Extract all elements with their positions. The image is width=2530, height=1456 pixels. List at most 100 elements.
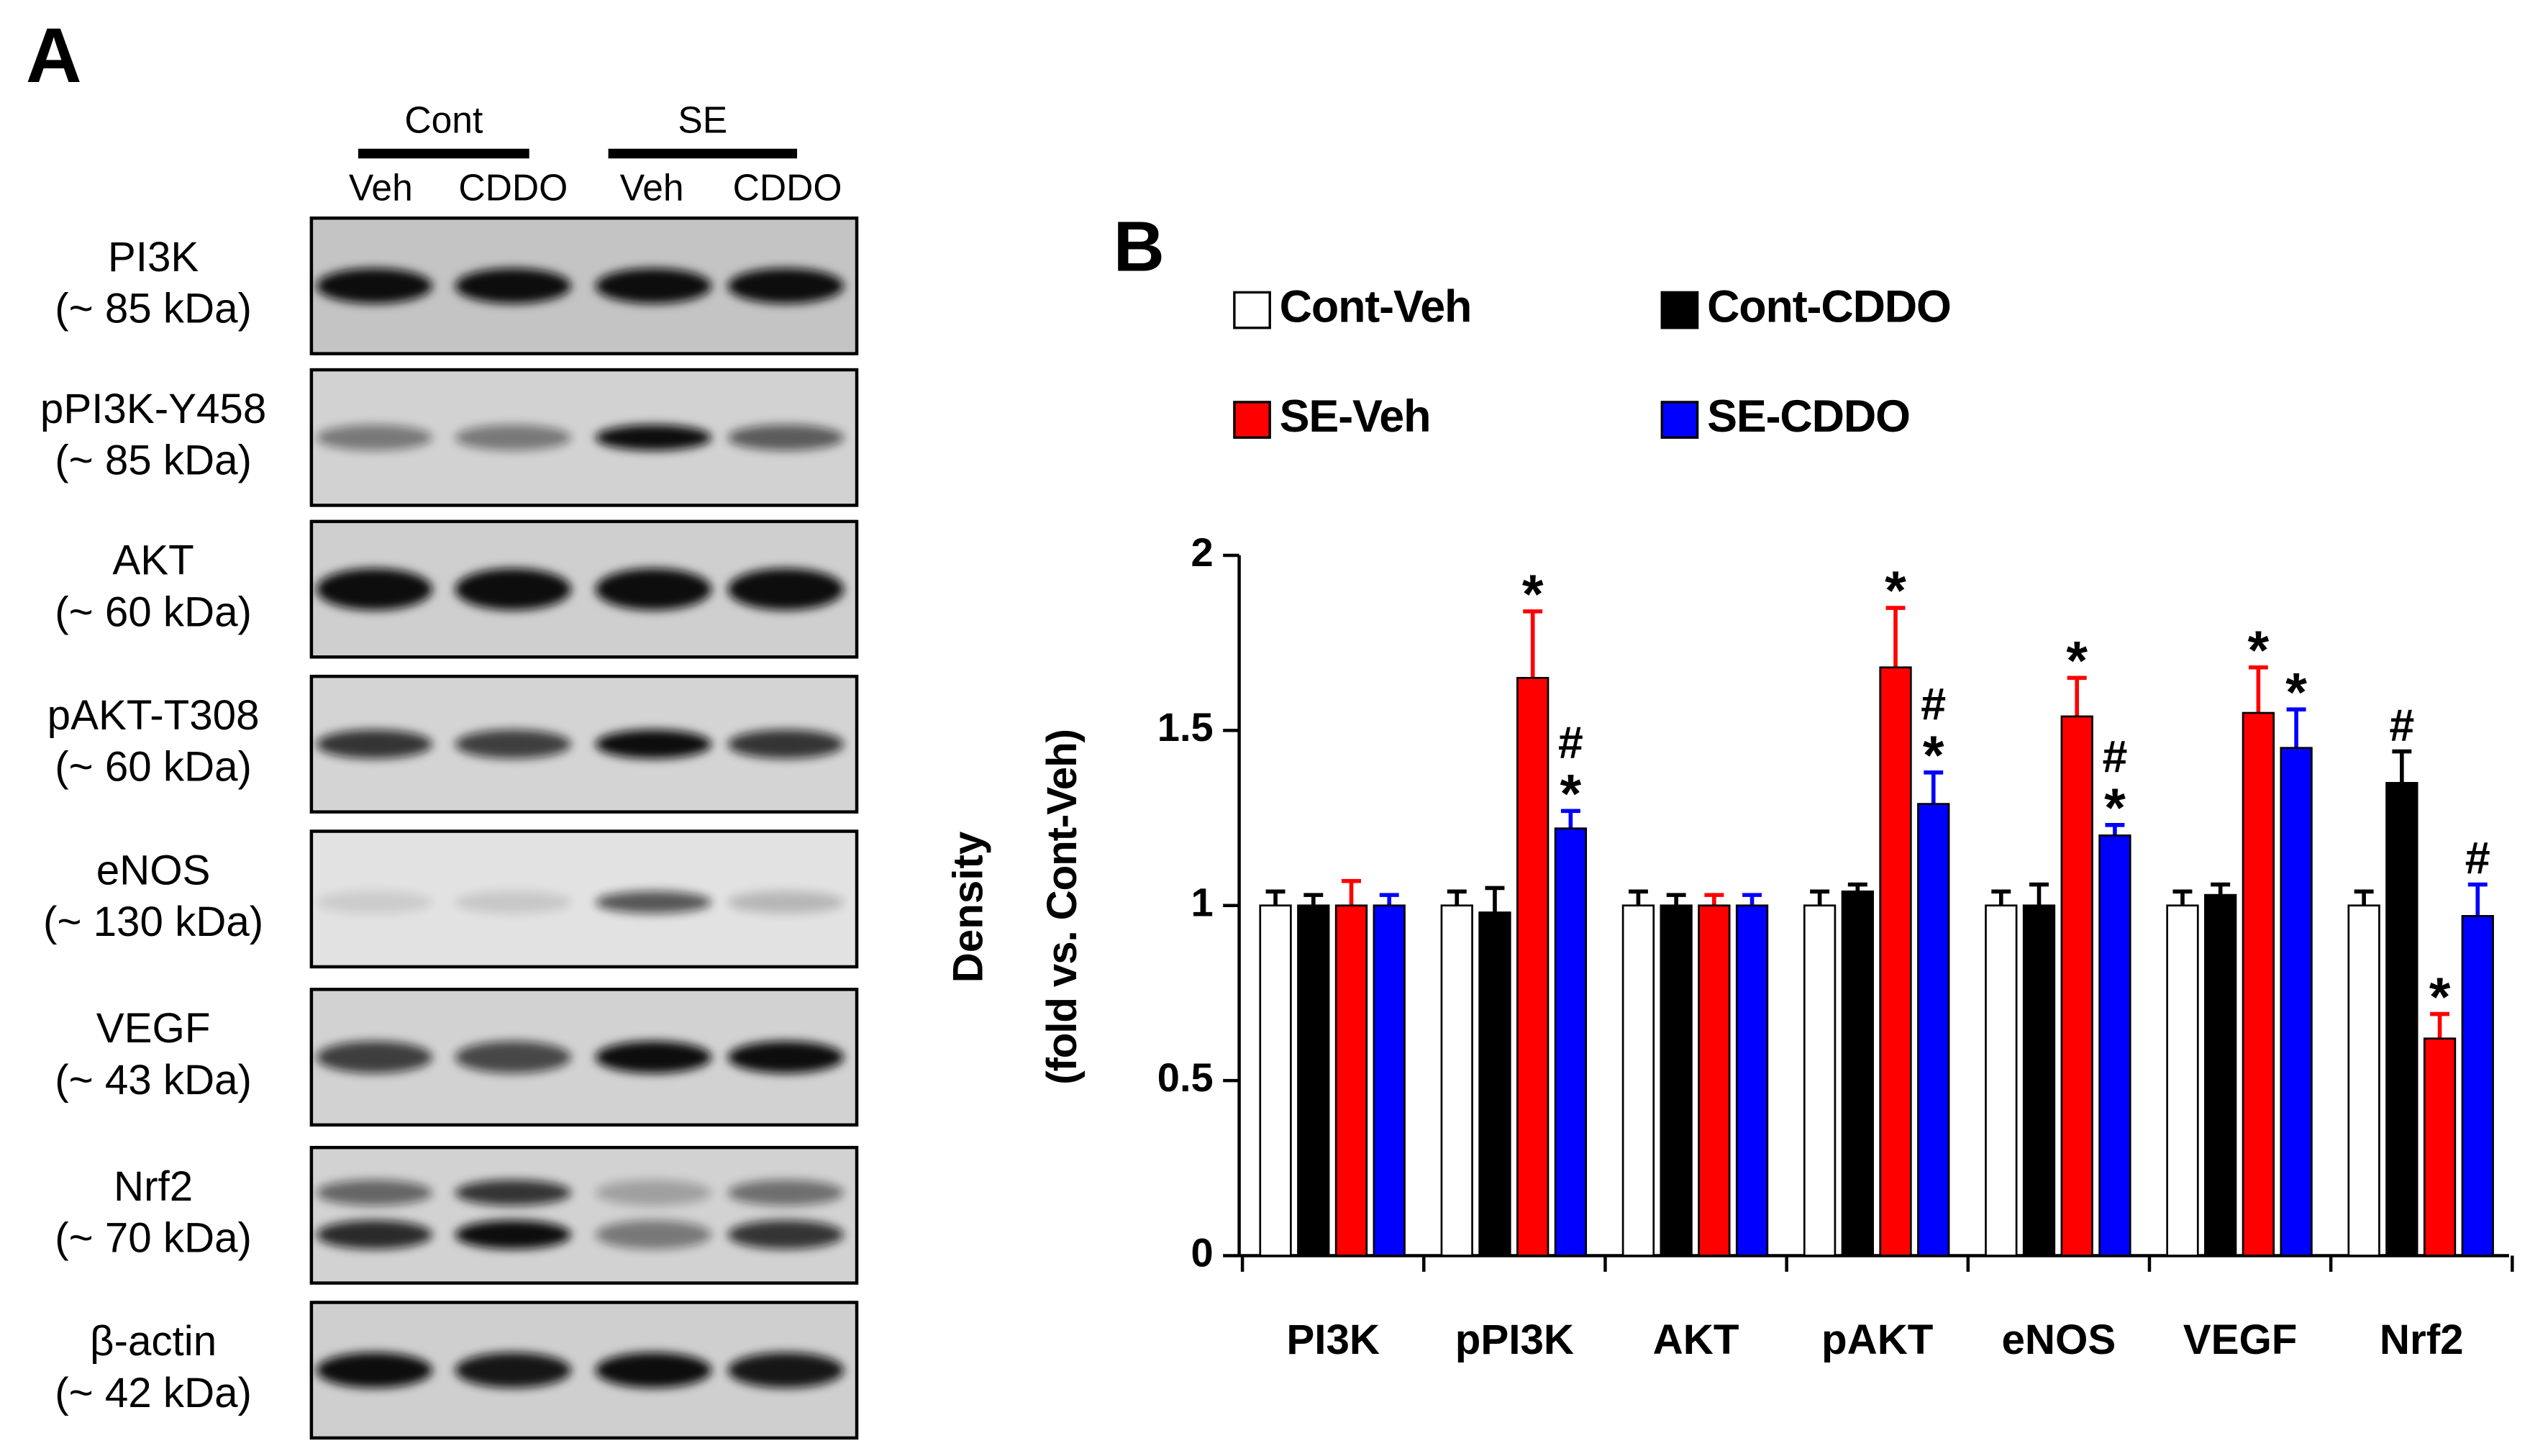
bar	[2242, 711, 2275, 1257]
blot-name: pPI3K-Y458	[40, 386, 266, 432]
panel-b: B Cont-Veh Cont-CDDO SE-Veh SE-CDDO 0 0.5 1 1.5 2…	[945, 206, 2514, 1363]
band	[595, 424, 712, 451]
blot-size: (~ 60 kDa)	[55, 588, 252, 635]
legend-label: SE-Veh	[1280, 391, 1431, 442]
band	[727, 1220, 845, 1250]
annotation: *	[1560, 764, 1582, 825]
band	[727, 1041, 845, 1073]
error-bar	[1265, 889, 1286, 906]
y-tick-label: 1	[1191, 880, 1214, 925]
annotation: *	[2248, 620, 2270, 681]
band	[455, 891, 572, 914]
band	[595, 568, 712, 611]
band	[595, 1180, 712, 1206]
band	[455, 729, 572, 759]
blot-name: AKT	[112, 537, 194, 584]
band	[595, 1220, 712, 1250]
legend-swatch	[1660, 401, 1699, 439]
bar	[2280, 747, 2313, 1257]
error-bar	[2029, 882, 2049, 906]
error-bar	[1742, 893, 1762, 906]
x-tick-label: eNOS	[2002, 1316, 2116, 1363]
band	[316, 424, 433, 451]
bar	[2461, 914, 2494, 1257]
band	[455, 268, 572, 304]
y-tick-label: 1.5	[1157, 704, 1214, 750]
bar	[1516, 677, 1550, 1257]
blot-size: (~ 43 kDa)	[55, 1057, 252, 1104]
legend-label: SE-CDDO	[1707, 391, 1910, 442]
band	[727, 1180, 845, 1206]
bar	[1660, 904, 1693, 1257]
y-tick-label: 2	[1191, 529, 1214, 575]
band	[595, 1041, 712, 1073]
error-bar	[2392, 749, 2412, 783]
bar	[2022, 904, 2056, 1257]
bar	[2423, 1037, 2457, 1257]
x-tick-label: PI3K	[1286, 1316, 1380, 1363]
bar	[2204, 893, 2237, 1257]
bar	[1621, 904, 1655, 1257]
bar	[1373, 904, 1406, 1257]
blot-size: (~ 70 kDa)	[55, 1215, 252, 1262]
error-bar	[2430, 1011, 2450, 1039]
lane-label: CDDO	[733, 167, 842, 209]
band	[316, 1220, 433, 1250]
bar	[1259, 904, 1292, 1257]
band	[455, 1041, 572, 1073]
annotation: #	[1558, 718, 1583, 768]
error-bar	[1810, 889, 1830, 906]
bar	[1917, 803, 1950, 1257]
bar	[1297, 904, 1330, 1257]
lane-label: Veh	[349, 167, 413, 209]
annotation: #	[1921, 680, 1946, 730]
bar	[2060, 715, 2093, 1257]
error-bar	[1303, 893, 1324, 906]
error-bar	[2105, 822, 2125, 836]
annotation: *	[2285, 662, 2307, 723]
legend-swatch	[1233, 291, 1271, 329]
band	[455, 1352, 572, 1388]
lane-label: CDDO	[458, 167, 568, 209]
band	[727, 1352, 845, 1388]
error-bar	[2286, 707, 2306, 748]
error-bar	[1523, 609, 1543, 678]
band	[595, 1352, 712, 1388]
blot	[309, 1145, 859, 1285]
y-axis-label: Density	[945, 831, 992, 983]
band	[455, 1180, 572, 1206]
blot-name: β-actin	[90, 1318, 217, 1365]
error-bar	[1447, 889, 1467, 906]
bar	[1334, 904, 1368, 1257]
panel-a: A Cont SE Veh CDDO Veh CDDO PI3K (~ 85 kDa) pPI3K…	[26, 12, 859, 1440]
bar	[2385, 782, 2418, 1257]
blot-name: VEGF	[96, 1005, 211, 1052]
blot-size: (~ 42 kDa)	[55, 1370, 252, 1416]
band	[316, 1041, 433, 1073]
panel-label: B	[1114, 206, 1165, 286]
error-bar	[1485, 886, 1505, 913]
x-tick-label: Nrf2	[2380, 1316, 2464, 1363]
blot-size: (~ 130 kDa)	[43, 898, 263, 945]
bar	[1440, 904, 1473, 1257]
annotation: *	[1522, 564, 1544, 625]
error-bar	[1704, 893, 1724, 906]
band	[727, 729, 845, 759]
blot-name: eNOS	[96, 847, 211, 893]
bar	[1735, 904, 1769, 1257]
bar	[2098, 834, 2131, 1257]
band	[455, 1220, 572, 1250]
error-bar	[1628, 889, 1648, 906]
error-bar	[2354, 889, 2374, 906]
band	[316, 891, 433, 914]
bar	[2347, 904, 2380, 1257]
blot-size: (~ 85 kDa)	[55, 286, 252, 332]
annotation: #	[2102, 732, 2127, 783]
blot-name: Nrf2	[114, 1163, 193, 1210]
error-bar	[2467, 882, 2488, 916]
x-tick-label: VEGF	[2183, 1316, 2298, 1363]
error-bar	[2067, 675, 2087, 716]
error-bar	[1666, 893, 1686, 906]
